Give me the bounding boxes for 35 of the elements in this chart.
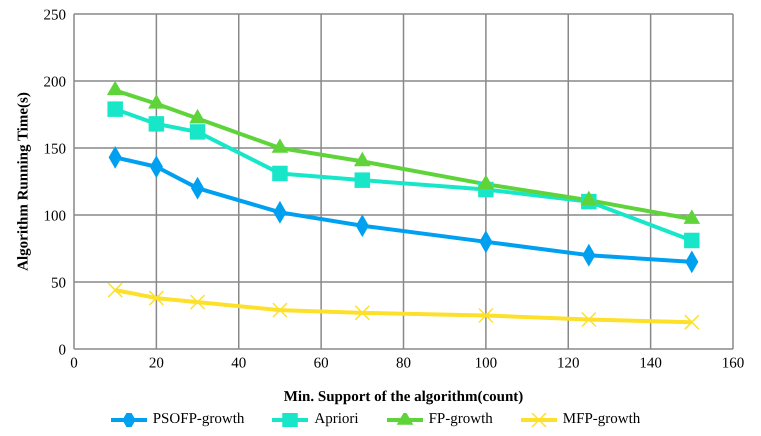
point <box>190 294 206 310</box>
y-axis-title: Algorithm Running Time(s) <box>15 92 32 271</box>
y-tick-label: 100 <box>44 208 66 224</box>
legend-label: Apriori <box>314 411 359 428</box>
y-tick-label: 250 <box>44 7 66 24</box>
y-tick-label: 150 <box>44 141 66 158</box>
y-tick-label: 0 <box>58 342 66 358</box>
point <box>148 290 164 306</box>
x-tick-label: 120 <box>557 356 580 372</box>
point <box>107 101 123 117</box>
point <box>354 172 370 188</box>
x-tick-label: 0 <box>70 356 78 372</box>
point <box>190 124 206 140</box>
point <box>272 302 288 318</box>
x-tick-label: 60 <box>314 356 329 372</box>
legend-label: PSOFP-growth <box>152 411 244 428</box>
point <box>148 116 164 132</box>
x-axis-title: Min. Support of the algorithm(count) <box>284 389 524 405</box>
point <box>478 308 494 324</box>
point <box>354 305 370 321</box>
point <box>581 312 597 328</box>
point <box>107 282 123 298</box>
x-tick-label: 100 <box>474 356 498 372</box>
x-tick-label: 40 <box>231 356 246 372</box>
legend-label: MFP-growth <box>562 411 640 428</box>
x-tick-label: 140 <box>639 356 662 372</box>
x-tick-label: 20 <box>148 356 164 372</box>
point <box>684 232 700 248</box>
point <box>272 166 288 182</box>
x-tick-label: 160 <box>722 356 744 372</box>
x-tick-label: 80 <box>396 356 411 372</box>
legend-label: FP-growth <box>428 411 493 428</box>
y-tick-label: 200 <box>44 74 66 90</box>
point <box>684 314 700 330</box>
y-tick-label: 50 <box>51 275 66 292</box>
